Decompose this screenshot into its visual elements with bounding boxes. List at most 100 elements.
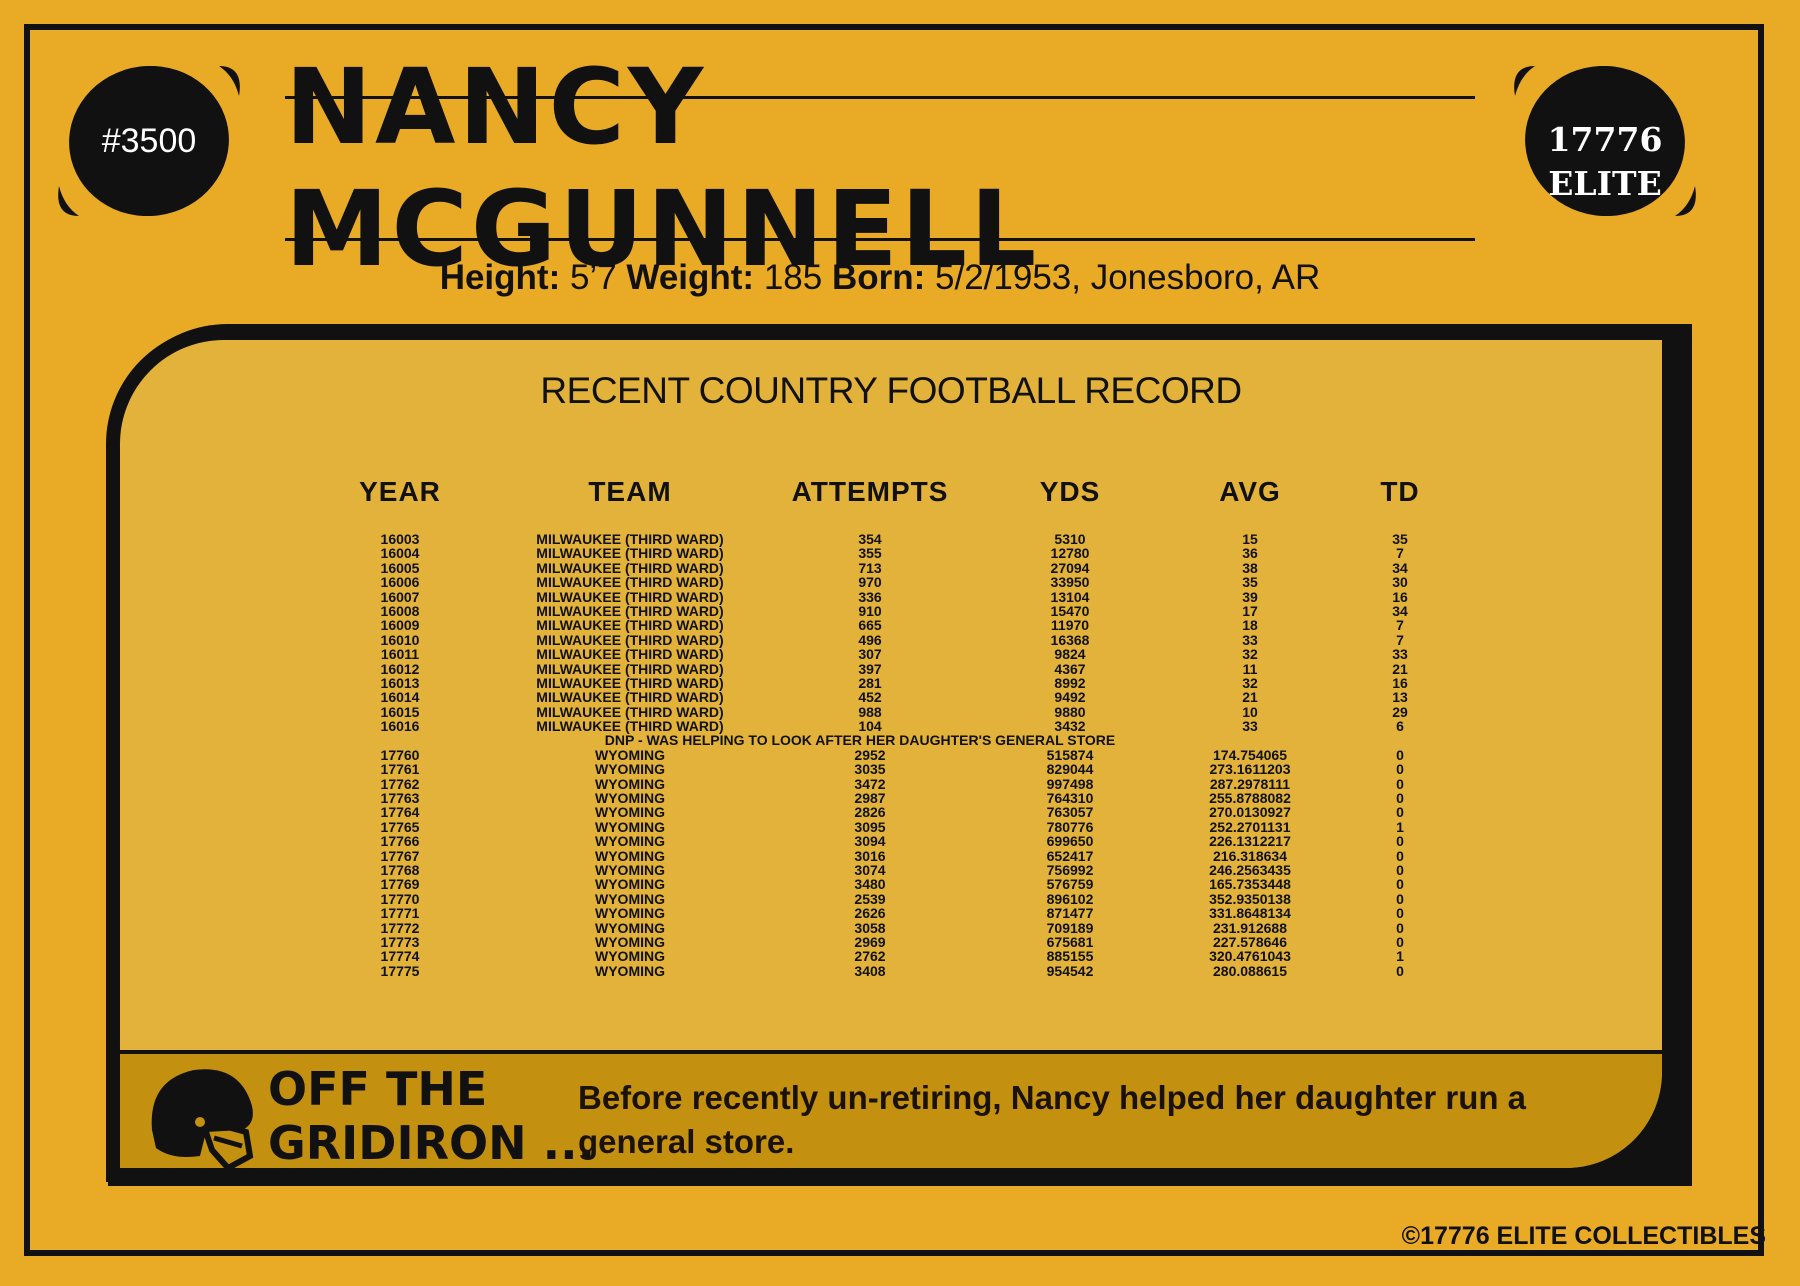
cell-team: MILWAUKEE (THIRD WARD) [536,559,724,576]
cell-td: 0 [1396,876,1404,893]
cell-attempts: 3035 [854,761,886,778]
table-row: 16016 MILWAUKEE (THIRD WARD) 104 3432 33 6 [120,718,1662,735]
cell-attempts: 3058 [854,919,886,936]
cell-avg: 352.9350138 [1209,890,1291,907]
cell-attempts: 2826 [854,804,886,821]
cell-year: 16006 [380,574,420,591]
cell-avg: 21 [1242,689,1258,706]
cell-avg: 270.0130927 [1209,804,1291,821]
cell-attempts: 2762 [854,948,886,965]
cell-attempts: 910 [858,602,882,619]
cell-team: MILWAUKEE (THIRD WARD) [536,646,724,663]
cell-attempts: 665 [858,617,882,634]
cell-attempts: 2969 [854,933,886,950]
cell-avg: 331.8648134 [1209,905,1291,922]
cell-year: 16005 [380,559,420,576]
cell-yds: 13104 [1050,588,1090,605]
col-header-yds: YDS [1039,476,1101,507]
cell-year: 16009 [380,617,420,634]
table-row: 16014 MILWAUKEE (THIRD WARD) 452 9492 21 13 [120,689,1662,706]
cell-year: 17774 [380,948,420,965]
cell-avg: 246.2563435 [1209,861,1291,878]
copyright: ©17776 ELITE COLLECTIBLES [1401,1222,1766,1250]
cell-yds: 709189 [1046,919,1094,936]
cell-yds: 699650 [1046,833,1094,850]
cell-yds: 675681 [1046,933,1094,950]
cell-year: 17761 [380,761,420,778]
cell-year: 17772 [380,919,420,936]
cell-yds: 12780 [1050,545,1090,562]
cell-yds: 9824 [1054,646,1086,663]
record-title: RECENT COUNTRY FOOTBALL RECORD [540,370,1242,411]
cell-td: 0 [1396,833,1404,850]
player-bio: Height: 5’7 Weight: 185 Born: 5/2/1953, … [285,258,1475,298]
table-row: 17762 WYOMING 3472 997498 287.2978111 0 [120,775,1662,792]
cell-attempts: 281 [858,674,882,691]
brand-badge: 17776 ELITE [1510,118,1700,206]
cell-year: 16012 [380,660,420,677]
brand-line-1: 17776 [1547,120,1663,159]
cell-year: 17766 [380,833,420,850]
cell-attempts: 355 [858,545,882,562]
cell-team: WYOMING [595,804,665,821]
cell-td: 13 [1392,689,1408,706]
table-row: 17760 WYOMING 2952 515874 174.754065 0 [120,746,1662,763]
cell-attempts: 3016 [854,847,886,864]
cell-yds: 576759 [1046,876,1094,893]
cell-yds: 9880 [1054,703,1086,720]
card-number: #3500 [101,121,197,160]
cell-yds: 16368 [1050,631,1090,648]
cell-avg: 320.4761043 [1209,948,1291,965]
cell-year: 16003 [380,531,420,547]
cell-year: 17775 [380,962,420,979]
born-value: 5/2/1953, Jonesboro, AR [935,258,1321,297]
cell-team: WYOMING [595,833,665,850]
cell-avg: 35 [1242,574,1258,591]
cell-yds: 9492 [1054,689,1086,706]
cell-attempts: 3472 [854,775,886,792]
cell-yds: 896102 [1046,890,1094,907]
cell-td: 7 [1396,545,1404,562]
cell-td: 21 [1392,660,1408,677]
cell-team: MILWAUKEE (THIRD WARD) [536,631,724,648]
cell-td: 29 [1392,703,1408,720]
cell-td: 0 [1396,905,1404,922]
cell-year: 17771 [380,905,420,922]
cell-td: 16 [1392,674,1408,691]
cell-year: 17773 [380,933,420,950]
table-row: 16005 MILWAUKEE (THIRD WARD) 713 27094 38 34 [120,559,1662,576]
cell-avg: 287.2978111 [1209,775,1291,792]
cell-year: 16016 [380,718,420,735]
table-row: 17764 WYOMING 2826 763057 270.0130927 0 [120,804,1662,821]
cell-year: 16014 [380,689,420,706]
cell-td: 34 [1392,559,1408,576]
cell-team: MILWAUKEE (THIRD WARD) [536,674,724,691]
cell-team: WYOMING [595,948,665,965]
col-header-td: TD [1380,476,1420,507]
table-row: 16015 MILWAUKEE (THIRD WARD) 988 9880 10 29 [120,703,1662,720]
cell-avg: 32 [1242,674,1258,691]
cell-td: 34 [1392,602,1408,619]
brand-line-2: ELITE [1548,164,1662,203]
cell-year: 16015 [380,703,420,720]
col-header-avg: AVG [1219,476,1281,507]
col-header-year: YEAR [359,476,441,507]
card-border [24,24,1764,1256]
table-row: 16010 MILWAUKEE (THIRD WARD) 496 16368 33 7 [120,631,1662,648]
born-label: Born: [831,258,926,297]
football-helmet-icon [142,1060,258,1168]
cell-yds: 885155 [1046,948,1094,965]
cell-td: 0 [1396,761,1404,778]
cell-year: 17760 [380,746,420,763]
cell-yds: 871477 [1046,905,1094,922]
table-row: 16006 MILWAUKEE (THIRD WARD) 970 33950 35 30 [120,574,1662,591]
col-header-team: TEAM [588,476,672,507]
cell-td: 7 [1396,617,1404,634]
cell-team: MILWAUKEE (THIRD WARD) [536,574,724,591]
cell-attempts: 354 [858,531,882,547]
name-rule-bottom [285,238,1475,241]
cell-td: 0 [1396,861,1404,878]
cell-td: 0 [1396,962,1404,979]
cell-avg: 32 [1242,646,1258,663]
cell-td: 1 [1396,948,1404,965]
